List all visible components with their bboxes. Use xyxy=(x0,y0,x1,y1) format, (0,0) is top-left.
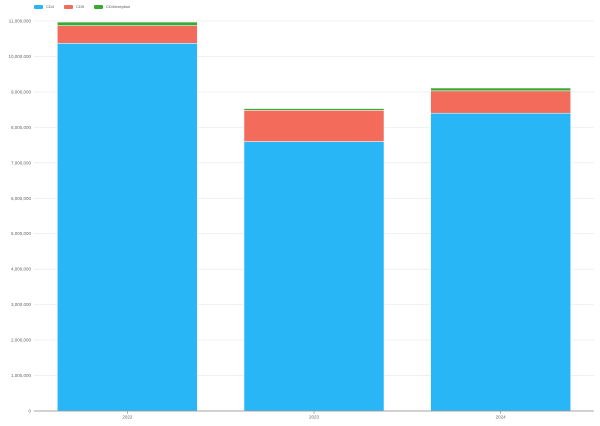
legend-label-cd5: CD5 xyxy=(76,4,85,9)
x-axis-ticks: 2022 2023 2024 xyxy=(122,411,506,420)
bar-cd5-2023[interactable] xyxy=(243,110,385,142)
bar-cd4-2023[interactable] xyxy=(243,141,385,412)
y-tick-label: 1,000,000 xyxy=(11,373,32,378)
y-tick-label: 10,000,000 xyxy=(8,54,31,59)
bars xyxy=(57,21,571,412)
y-tick-label: 7,000,000 xyxy=(11,160,32,165)
bar-cd4-2022[interactable] xyxy=(57,43,198,412)
y-tick-label: 5,000,000 xyxy=(11,231,32,236)
legend-item-cd4[interactable]: CD4 xyxy=(34,4,54,9)
y-tick-label: 3,000,000 xyxy=(11,302,32,307)
bar-cd4-exeption-2023[interactable] xyxy=(243,108,385,111)
bar-cd5-2024[interactable] xyxy=(430,90,571,114)
y-tick-label: 8,000,000 xyxy=(11,125,32,130)
legend-swatch-cd4-exeption xyxy=(94,4,104,9)
legend: CD4 CD5 CD4/exeption xyxy=(34,4,130,9)
legend-item-cd4-exeption[interactable]: CD4/exeption xyxy=(94,4,130,9)
y-tick-label: 2,000,000 xyxy=(11,338,32,343)
bar-cd4-2024[interactable] xyxy=(430,112,571,412)
x-tick-label: 2022 xyxy=(122,415,133,420)
legend-swatch-cd5 xyxy=(64,4,74,9)
y-tick-label: 0 xyxy=(28,409,31,414)
legend-label-cd4-exeption: CD4/exeption xyxy=(106,4,131,9)
legend-swatch-cd4 xyxy=(34,4,43,9)
y-tick-label: 4,000,000 xyxy=(11,267,32,272)
bar-cd5-2022[interactable] xyxy=(57,25,198,44)
y-axis-ticks: 0 1,000,000 2,000,000 3,000,000 4,000,000 5,0… xyxy=(8,19,31,414)
y-tick-label: 11,000,000 xyxy=(9,19,32,24)
legend-item-cd5[interactable]: CD5 xyxy=(64,4,84,9)
y-tick-label: 9,000,000 xyxy=(11,89,32,94)
bar-cd4-exeption-2024[interactable] xyxy=(430,87,571,92)
x-tick-label: 2024 xyxy=(496,415,507,420)
y-tick-label: 6,000,000 xyxy=(11,196,32,201)
legend-label-cd4: CD4 xyxy=(46,4,55,9)
bar-cd4-exeption-2022[interactable] xyxy=(57,21,198,26)
x-tick-label: 2023 xyxy=(309,415,320,420)
